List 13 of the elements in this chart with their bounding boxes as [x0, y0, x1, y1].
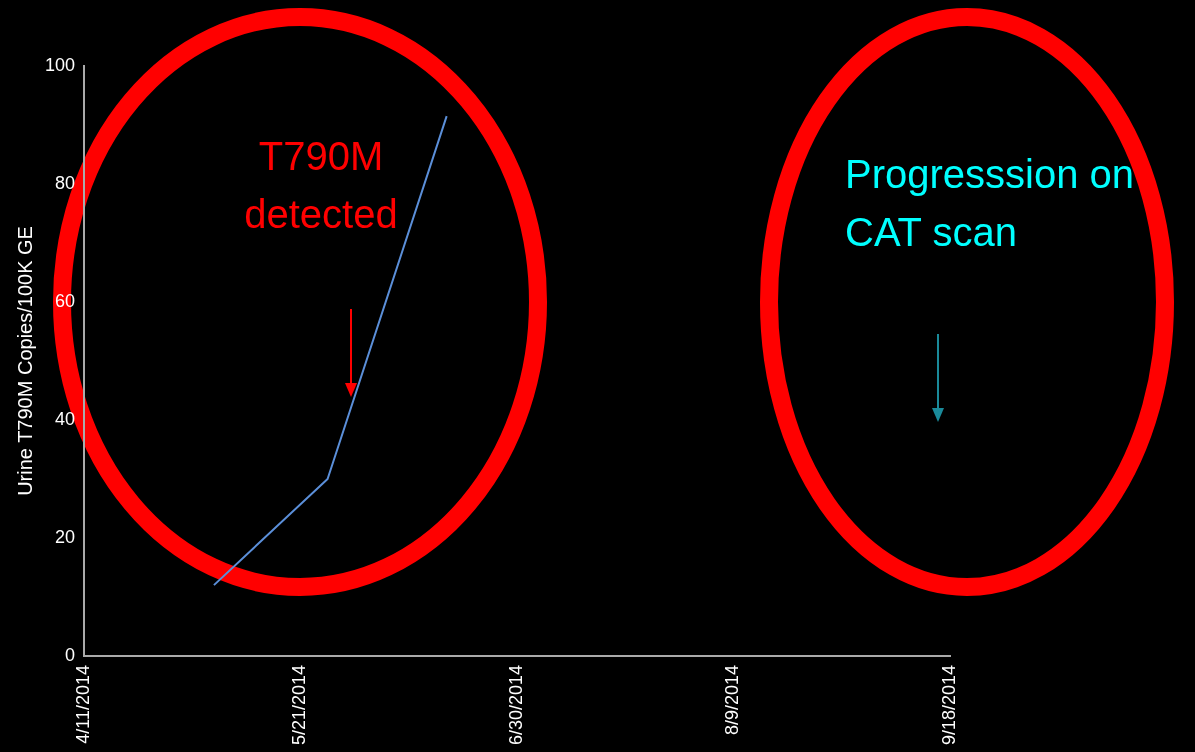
- y-tick-label: 20: [55, 526, 76, 547]
- x-tick-label: 9/18/2014: [938, 664, 959, 745]
- annotation: T790M detected: [243, 133, 399, 238]
- y-tick-label: 100: [44, 54, 76, 75]
- y-tick-label: 40: [55, 408, 76, 429]
- x-tick-label: 4/11/2014: [73, 664, 93, 744]
- x-tick-label: 6/30/2014: [505, 664, 526, 745]
- y-axis-title: Urine T790M Copies/100K GE: [13, 226, 36, 496]
- x-tick-label: 8/9/2014: [722, 664, 743, 735]
- annotation: Progresssion on CAT scan: [845, 151, 1136, 256]
- y-tick-label: 0: [65, 644, 76, 665]
- x-tick-label: 5/21/2014: [289, 664, 310, 745]
- y-tick-label: 80: [55, 172, 76, 193]
